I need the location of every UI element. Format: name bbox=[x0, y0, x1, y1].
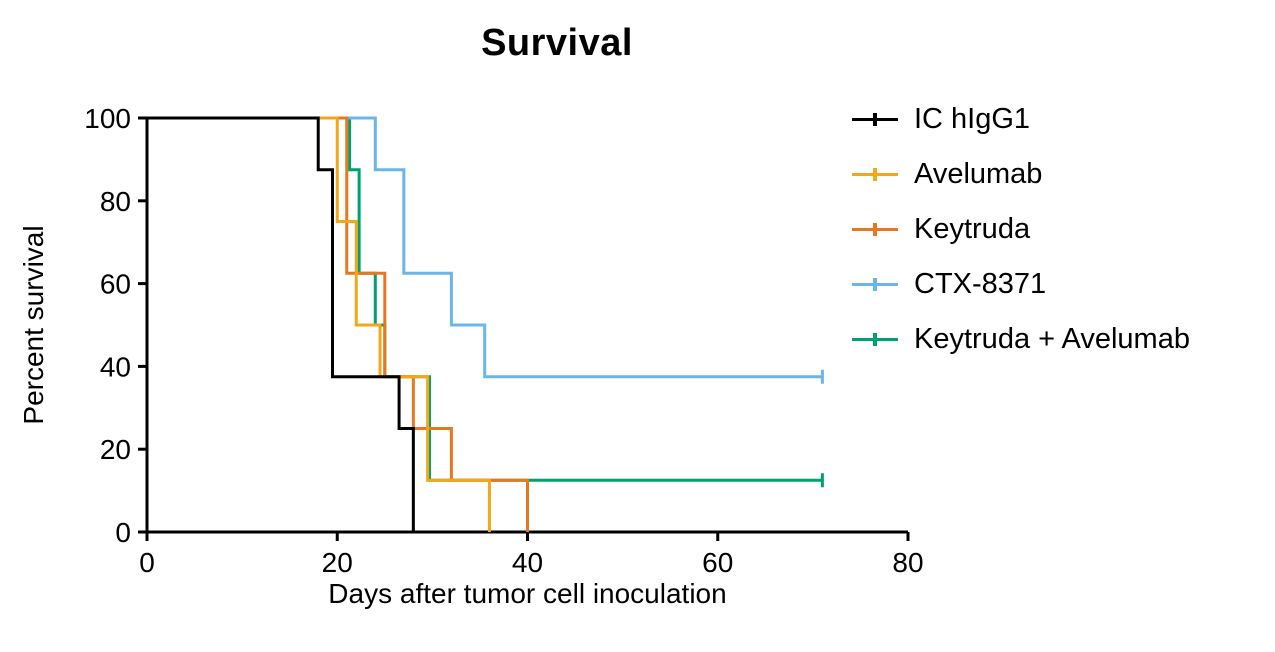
svg-text:80: 80 bbox=[892, 547, 923, 578]
legend-item: Keytruda bbox=[852, 202, 1262, 257]
legend-item: CTX-8371 bbox=[852, 257, 1262, 312]
legend-item: Keytruda + Avelumab bbox=[852, 312, 1262, 367]
legend-line-marker-icon bbox=[852, 113, 898, 126]
svg-text:40: 40 bbox=[512, 547, 543, 578]
legend-item: Avelumab bbox=[852, 147, 1262, 202]
svg-text:60: 60 bbox=[100, 269, 131, 300]
legend-line-marker-icon bbox=[852, 278, 898, 291]
svg-text:20: 20 bbox=[322, 547, 353, 578]
legend-item: IC hIgG1 bbox=[852, 92, 1262, 147]
legend-label: IC hIgG1 bbox=[914, 103, 1031, 135]
svg-text:0: 0 bbox=[139, 547, 155, 578]
svg-text:0: 0 bbox=[115, 517, 131, 548]
svg-text:20: 20 bbox=[100, 434, 131, 465]
legend-label: Keytruda bbox=[914, 213, 1031, 245]
legend-label: Keytruda + Avelumab bbox=[914, 323, 1190, 355]
svg-text:60: 60 bbox=[702, 547, 733, 578]
x-axis-label: Days after tumor cell inoculation bbox=[328, 578, 727, 609]
legend-line-marker-icon bbox=[852, 223, 898, 236]
chart-title: Survival bbox=[481, 22, 633, 64]
legend-line-marker-icon bbox=[852, 333, 898, 346]
svg-text:80: 80 bbox=[100, 186, 131, 217]
legend: IC hIgG1 Avelumab Keytruda CTX-8371 Keyt… bbox=[852, 92, 1262, 367]
legend-line-marker-icon bbox=[852, 168, 898, 181]
svg-text:100: 100 bbox=[84, 103, 131, 134]
legend-label: Avelumab bbox=[914, 158, 1043, 190]
legend-label: CTX-8371 bbox=[914, 268, 1047, 300]
svg-text:40: 40 bbox=[100, 351, 131, 382]
